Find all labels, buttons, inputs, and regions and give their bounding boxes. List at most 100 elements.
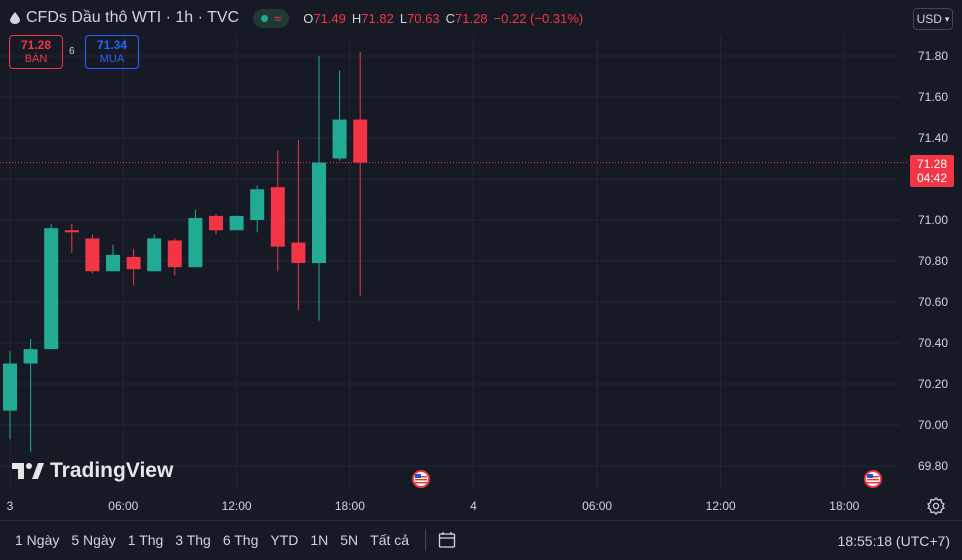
high-label: H (351, 10, 362, 26)
candle (188, 209, 203, 268)
x-tick-label: 3 (7, 499, 14, 513)
candle-body (353, 119, 368, 163)
status-wave: ≈ (274, 10, 282, 26)
candle-body (188, 217, 203, 268)
x-tick-label: 18:00 (829, 499, 859, 513)
y-tick-label: 71.40 (918, 131, 948, 145)
x-tick-label: 18:00 (335, 499, 365, 513)
candle-body (23, 349, 38, 364)
open-value: 71.49 (313, 10, 346, 26)
low-value: 70.63 (407, 10, 440, 26)
candle (106, 244, 120, 272)
y-tick-label: 71.80 (918, 49, 948, 63)
candle-body (270, 187, 285, 247)
settings-gear-icon[interactable] (926, 496, 946, 516)
candle (312, 56, 326, 321)
candles (3, 51, 368, 452)
currency-label: USD (916, 12, 942, 26)
candle (229, 215, 244, 231)
ohlc-legend: O71.49 H71.82 L70.63 C71.28 −0.22 (−0.31… (303, 11, 583, 26)
x-tick-label: 12:00 (222, 499, 252, 513)
logo-text: TradingView (50, 459, 174, 482)
chevron-down-icon: ▾ (944, 13, 950, 24)
candle (44, 224, 59, 350)
symbol-title[interactable]: CFDs Dầu thô WTI · 1h · TVC (26, 9, 240, 26)
high-value: 71.82 (361, 10, 394, 26)
candle-body (44, 228, 59, 350)
x-tick-label: 06:00 (108, 499, 138, 513)
candle-body (229, 215, 244, 231)
y-tick-label: 71.00 (918, 213, 948, 227)
bar-countdown: 04:42 (916, 171, 948, 185)
market-status[interactable]: ≈ (253, 8, 290, 28)
toolbar-divider (425, 529, 427, 551)
range-button[interactable]: 1 Thg (127, 532, 164, 548)
x-tick-label: 12:00 (706, 499, 736, 513)
time-axis[interactable]: 3 06:00 12:00 18:00 4 06:00 12:00 18:00 (7, 499, 860, 513)
range-button[interactable]: 5N (340, 532, 359, 548)
candle-body (64, 230, 79, 233)
candle (167, 238, 182, 276)
open-label: O (303, 10, 314, 26)
y-tick-label: 70.00 (918, 418, 948, 432)
range-selector: 1 Ngày 5 Ngày 1 Thg 3 Thg 6 Thg YTD 1N 5N Tất cả (0, 528, 415, 552)
range-button[interactable]: 5 Ngày (71, 532, 116, 548)
y-tick-label: 71.60 (918, 90, 948, 104)
buy-button[interactable]: 71.34 MUA (85, 35, 139, 69)
us-flag-event-icon[interactable] (412, 470, 430, 488)
candle (126, 248, 141, 286)
candle (209, 213, 223, 235)
price-chart[interactable]: 71.8071.6071.4071.2071.0070.8070.6070.40… (0, 0, 962, 520)
candle-body (147, 238, 162, 272)
candle (64, 224, 79, 253)
candle-body (312, 162, 326, 264)
currency-selector[interactable]: USD ▾ (913, 8, 953, 30)
calendar-range-icon[interactable] (436, 529, 458, 551)
price-axis[interactable]: 71.8071.6071.4071.2071.0070.8070.6070.40… (918, 49, 948, 473)
sell-price: 71.28 (20, 38, 52, 52)
range-button[interactable]: 1N (310, 532, 329, 548)
close-label: C (445, 10, 455, 26)
candle (147, 234, 162, 272)
market-status-dot-icon (261, 14, 269, 22)
change-value: −0.22 (−0.31%) (493, 10, 584, 26)
candle-body (3, 363, 17, 411)
tradingview-logo-icon (12, 463, 44, 479)
sell-button[interactable]: 71.28 BÁN (9, 35, 63, 69)
y-tick-label: 70.40 (918, 336, 948, 350)
candle (3, 351, 17, 440)
candle (291, 140, 306, 311)
y-tick-label: 70.20 (918, 377, 948, 391)
buy-price: 71.34 (96, 38, 128, 52)
candle (353, 51, 368, 296)
chart-header: CFDs Dầu thô WTI · 1h · TVC ≈ O71.49 H71… (10, 6, 583, 30)
bottom-toolbar: 1 Ngày 5 Ngày 1 Thg 3 Thg 6 Thg YTD 1N 5N Tất cả… (0, 520, 962, 559)
candle-body (209, 215, 223, 231)
clock-timezone[interactable]: 18:55:18 (UTC+7) (837, 532, 950, 549)
candle (250, 185, 265, 233)
range-button[interactable]: YTD (270, 532, 299, 548)
range-button[interactable]: Tất cả (370, 532, 410, 548)
us-flag-event-icon[interactable] (864, 470, 882, 488)
candle-body (85, 238, 100, 272)
x-tick-label: 06:00 (582, 499, 612, 513)
oil-drop-icon (10, 12, 20, 24)
last-price-value: 71.28 (916, 157, 948, 171)
spread-value: 6 (69, 46, 75, 57)
event-markers[interactable] (412, 470, 882, 488)
candle (332, 70, 347, 161)
range-button[interactable]: 3 Thg (175, 532, 211, 548)
x-tick-label: 4 (470, 499, 477, 513)
range-button[interactable]: 1 Ngày (15, 532, 60, 548)
y-tick-label: 70.60 (918, 295, 948, 309)
candle-body (126, 256, 141, 270)
candle-body (332, 119, 347, 159)
candle (23, 338, 38, 452)
buy-label: MUA (99, 53, 125, 65)
low-label: L (399, 10, 408, 26)
tradingview-logo[interactable]: TradingView (12, 459, 173, 483)
candle (270, 150, 285, 272)
sell-label: BÁN (24, 53, 48, 65)
candle-body (250, 189, 265, 220)
range-button[interactable]: 6 Thg (222, 532, 259, 548)
